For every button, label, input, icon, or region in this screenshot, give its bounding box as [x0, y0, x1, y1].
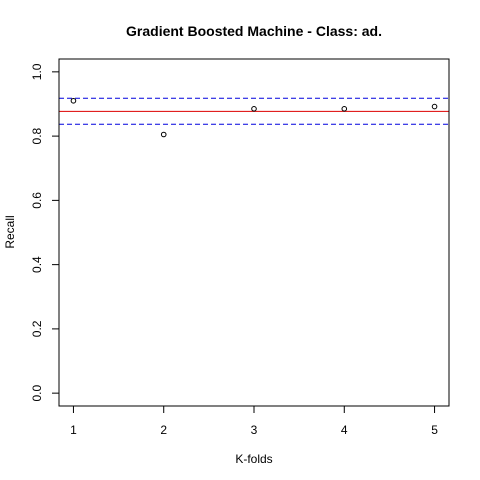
x-tick-label-1: 1: [70, 423, 77, 437]
x-tick-label-3: 3: [251, 423, 258, 437]
y-tick-label-5: 1.0: [30, 63, 44, 80]
data-point-4: [341, 106, 348, 112]
x-tick-label-4: 4: [341, 423, 348, 437]
x-tick-label-5: 5: [431, 423, 438, 437]
y-tick-label-1: 0.2: [30, 320, 44, 337]
data-point-3: [251, 106, 257, 112]
data-point-2: [160, 131, 167, 138]
chart-title: Gradient Boosted Machine - Class: ad.: [126, 23, 382, 39]
data-point-1: [70, 97, 77, 104]
data-point-5: [431, 103, 438, 110]
x-tick-label-2: 2: [160, 423, 167, 437]
y-tick-label-3: 0.6: [30, 192, 44, 209]
plot-area: [59, 97, 449, 138]
y-tick-label-0: 0.0: [30, 384, 44, 401]
x-axis-label: K-folds: [235, 452, 272, 466]
x-axis: 1 2 3 4 5: [70, 405, 438, 437]
y-tick-label-2: 0.4: [30, 256, 44, 273]
y-tick-label-4: 0.8: [30, 127, 44, 144]
y-axis-label: Recall: [3, 215, 17, 248]
y-axis: 0.0 0.2 0.4 0.6 0.8 1.0: [30, 63, 60, 401]
